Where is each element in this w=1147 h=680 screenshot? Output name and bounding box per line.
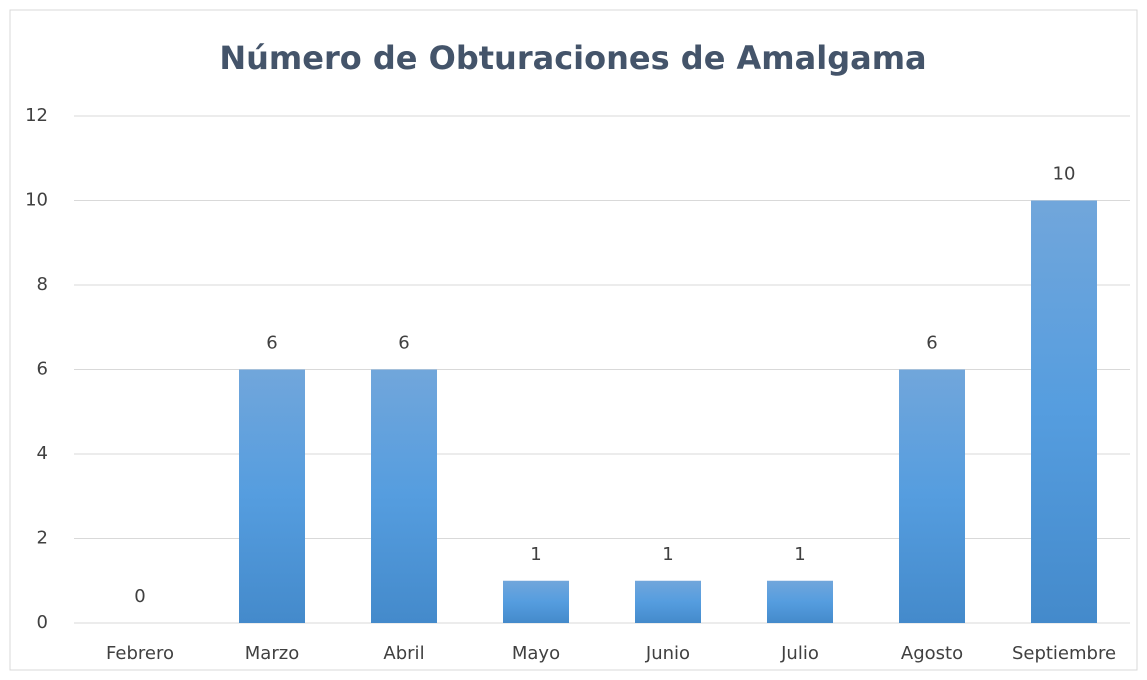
data-label: 10 (1053, 164, 1076, 185)
data-label: 1 (662, 544, 673, 565)
bar (899, 369, 965, 623)
y-tick-label: 6 (37, 359, 48, 380)
bar (371, 369, 437, 623)
chart-frame (9, 9, 1138, 671)
x-tick-label: Junio (645, 643, 690, 664)
x-tick-label: Septiembre (1012, 643, 1116, 664)
data-label: 6 (266, 333, 277, 354)
bar (1031, 200, 1097, 623)
bar (239, 369, 305, 623)
chart-title: Número de Obturaciones de Amalgama (219, 39, 926, 77)
y-tick-label: 12 (25, 105, 48, 126)
y-tick-label: 0 (37, 612, 48, 633)
x-tick-label: Mayo (512, 643, 560, 664)
x-tick-label: Abril (383, 643, 424, 664)
data-label: 6 (926, 333, 937, 354)
data-label: 1 (530, 544, 541, 565)
y-tick-label: 10 (25, 190, 48, 211)
data-label: 0 (134, 586, 145, 607)
bar (767, 580, 833, 623)
y-tick-label: 4 (37, 443, 48, 464)
x-tick-label: Marzo (245, 643, 299, 664)
data-label: 1 (794, 544, 805, 565)
y-tick-label: 8 (37, 274, 48, 295)
x-tick-label: Agosto (901, 643, 963, 664)
data-label: 6 (398, 333, 409, 354)
bar (635, 580, 701, 623)
bar (503, 580, 569, 623)
x-tick-label: Julio (780, 643, 819, 664)
y-tick-label: 2 (37, 528, 48, 549)
x-tick-label: Febrero (106, 643, 174, 664)
